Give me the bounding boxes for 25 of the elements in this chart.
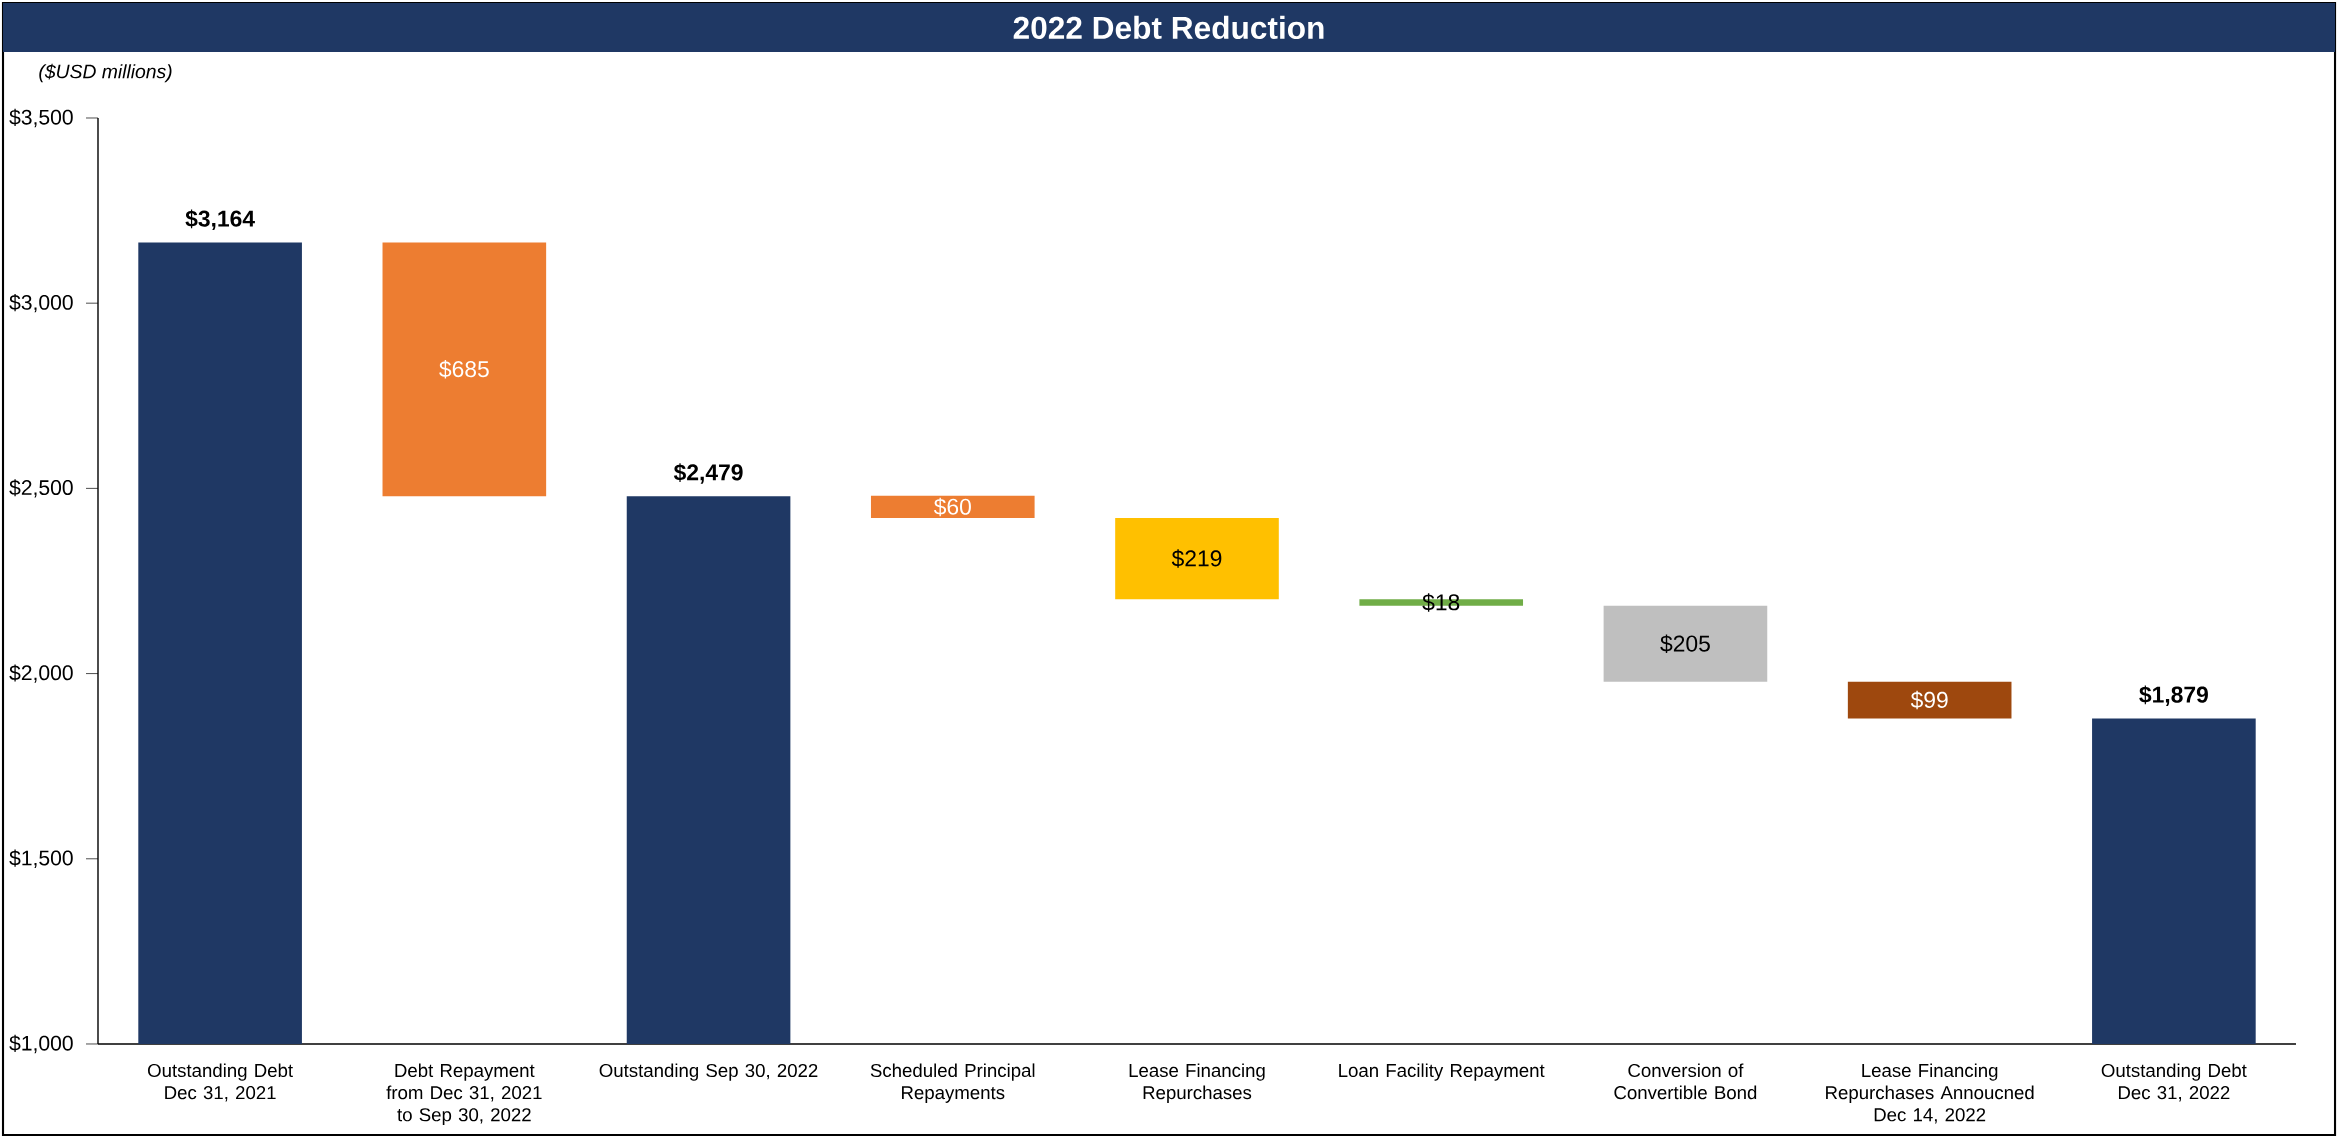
data-label: $205 — [1660, 634, 1710, 654]
x-tick-label: Scheduled Principal Repayments — [870, 1063, 1035, 1103]
data-label: $219 — [1171, 549, 1222, 568]
x-tick-label: Lease Financing Repurchases Annoucned Dec 14, 2022 — [1826, 1063, 2034, 1124]
data-label: $3,164 — [185, 209, 255, 231]
data-label: $60 — [933, 497, 971, 517]
y-tick-label: $3,000 — [9, 293, 73, 313]
data-label: $99 — [1910, 690, 1948, 710]
chart-title: 2022 Debt Reduction — [1013, 15, 1324, 40]
data-label: $685 — [439, 360, 489, 379]
y-tick-label: $1,000 — [9, 1034, 73, 1054]
x-tick-label: Outstanding Debt Dec 31, 2021 — [147, 1063, 293, 1102]
y-axis-title: ($USD millions) — [39, 63, 172, 83]
x-tick-label: Debt Repayment from Dec 31, 2021 to Sep 30, 2022 — [386, 1063, 542, 1126]
y-tick-label: $2,000 — [9, 664, 73, 683]
x-tick-label: Outstanding Sep 30, 2022 — [599, 1063, 818, 1081]
x-tick-label: Outstanding Debt Dec 31, 2022 — [2101, 1063, 2247, 1102]
x-tick-label: Lease Financing Repurchases — [1129, 1063, 1265, 1103]
x-tick-label: Loan Facility Repayment — [1339, 1063, 1545, 1081]
y-tick-label: $2,500 — [9, 479, 73, 498]
x-tick-label: Conversion of Convertible Bond — [1614, 1063, 1757, 1100]
y-tick-label: $3,500 — [9, 108, 73, 128]
data-label: $1,879 — [2139, 685, 2208, 706]
data-label: $2,479 — [673, 463, 743, 484]
y-tick-label: $1,500 — [9, 849, 73, 868]
